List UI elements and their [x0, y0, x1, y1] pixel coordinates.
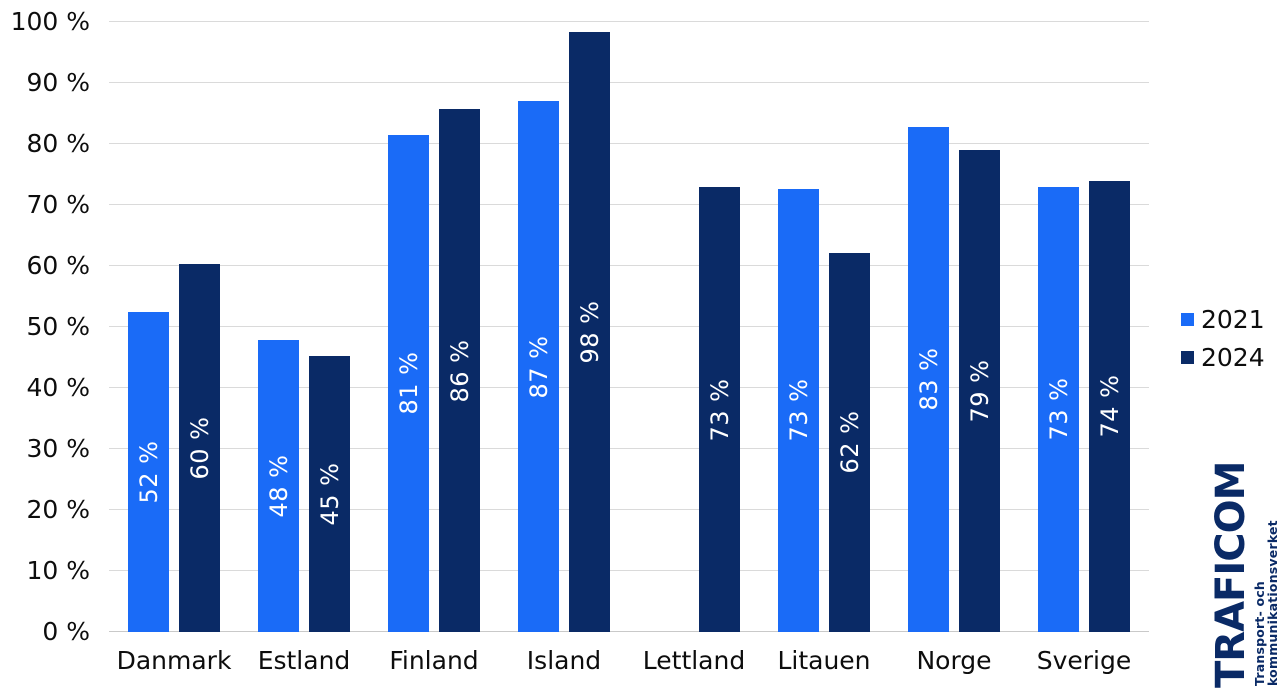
bar-2021-litauen: 73 % — [778, 188, 819, 632]
y-tick-label-60: 60 % — [26, 251, 90, 280]
bar-2024-estland: 45 % — [309, 356, 350, 632]
x-tick-label-lettland: Lettland — [642, 646, 746, 675]
bar-2024-norge: 79 % — [959, 150, 1000, 632]
bar-2021-finland: 81 % — [388, 134, 429, 632]
gridline-0 — [109, 631, 1149, 632]
legend-swatch-2024 — [1181, 351, 1194, 364]
bar-2021-norge: 83 % — [908, 126, 949, 632]
bar-value-label: 52 % — [134, 440, 163, 504]
gridline-30 — [109, 448, 1149, 449]
x-tick-label-litauen: Litauen — [777, 646, 871, 675]
y-tick-label-50: 50 % — [26, 312, 90, 341]
bar-value-label: 74 % — [1095, 374, 1124, 438]
x-tick-label-danmark: Danmark — [116, 646, 232, 675]
y-tick-label-0: 0 % — [42, 617, 90, 646]
x-tick-label-estland: Estland — [257, 646, 351, 675]
gridline-20 — [109, 509, 1149, 510]
traficom-logo: TRAFICOM Transport- och kommunikationsve… — [1208, 438, 1280, 688]
bar-group-norge: 83 % 79 % — [889, 22, 1019, 632]
bar-value-label: 98 % — [575, 300, 604, 364]
bar-group-sverige: 73 % 74 % — [1019, 22, 1149, 632]
y-tick-label-100: 100 % — [10, 7, 90, 36]
bar-2024-island: 98 % — [569, 32, 610, 632]
bar-group-lettland: 73 % — [629, 22, 759, 632]
bar-value-label: 60 % — [185, 416, 214, 480]
bar-2024-danmark: 60 % — [179, 264, 220, 632]
bar-group-estland: 48 % 45 % — [239, 22, 369, 632]
y-tick-label-40: 40 % — [26, 373, 90, 402]
x-tick-label-norge: Norge — [916, 646, 992, 675]
bar-2024-finland: 86 % — [439, 109, 480, 632]
legend-item-2024: 2024 — [1181, 343, 1265, 372]
bar-value-label: 48 % — [264, 454, 293, 518]
bar-value-label: 86 % — [445, 339, 474, 403]
bar-value-label: 79 % — [965, 359, 994, 423]
bar-value-label: 45 % — [315, 462, 344, 526]
y-tick-label-80: 80 % — [26, 129, 90, 158]
bar-2021-sverige: 73 % — [1038, 186, 1079, 632]
y-tick-label-10: 10 % — [26, 556, 90, 585]
bar-value-label: 73 % — [1044, 377, 1073, 441]
y-axis: 0 % 10 % 20 % 30 % 40 % 50 % 60 % 70 % 80 % 90 % 1… — [0, 7, 96, 646]
bar-2021-danmark: 52 % — [128, 311, 169, 632]
y-tick-label-70: 70 % — [26, 190, 90, 219]
x-tick-label-finland: Finland — [389, 646, 479, 675]
y-tick-label-20: 20 % — [26, 495, 90, 524]
bar-2021-estland: 48 % — [258, 339, 299, 632]
traficom-logo-tagline: Transport- och kommunikationsverket — [1252, 520, 1280, 686]
bar-2024-lettland: 73 % — [699, 187, 740, 632]
plot-area: 52 % 60 % 48 % 45 % 81 % 86 % 87 % 98 % 73 % 73 %… — [109, 21, 1149, 632]
gridline-90 — [109, 82, 1149, 83]
bar-2024-litauen: 62 % — [829, 252, 870, 632]
gridline-10 — [109, 570, 1149, 571]
bar-value-label: 73 % — [784, 378, 813, 442]
bar-group-finland: 81 % 86 % — [369, 22, 499, 632]
bar-2021-island: 87 % — [518, 101, 559, 632]
bar-value-label: 87 % — [524, 335, 553, 399]
x-tick-label-island: Island — [526, 646, 602, 675]
legend-label-2024: 2024 — [1201, 343, 1265, 372]
y-tick-label-30: 30 % — [26, 434, 90, 463]
bar-group-island: 87 % 98 % — [499, 22, 629, 632]
bar-2024-sverige: 74 % — [1089, 180, 1130, 632]
legend: 2021 2024 — [1181, 305, 1265, 372]
bar-group-danmark: 52 % 60 % — [109, 22, 239, 632]
gridline-60 — [109, 265, 1149, 266]
bar-group-litauen: 73 % 62 % — [759, 22, 889, 632]
gridline-70 — [109, 204, 1149, 205]
legend-label-2021: 2021 — [1201, 305, 1265, 334]
bar-groups: 52 % 60 % 48 % 45 % 81 % 86 % 87 % 98 % 73 % 73 %… — [109, 22, 1149, 632]
bar-value-label: 81 % — [394, 351, 423, 415]
legend-swatch-2021 — [1181, 313, 1194, 326]
gridline-80 — [109, 143, 1149, 144]
bar-value-label: 73 % — [705, 378, 734, 442]
x-tick-label-sverige: Sverige — [1036, 646, 1132, 675]
gridline-50 — [109, 326, 1149, 327]
traficom-logo-wordmark: TRAFICOM — [1208, 461, 1254, 688]
bar-value-label: 62 % — [835, 410, 864, 474]
gridline-40 — [109, 387, 1149, 388]
x-axis: Danmark Estland Finland Island Lettland Litau… — [109, 646, 1149, 675]
legend-item-2021: 2021 — [1181, 305, 1265, 334]
gridline-100 — [109, 21, 1149, 22]
bar-value-label: 83 % — [914, 347, 943, 411]
y-tick-label-90: 90 % — [26, 68, 90, 97]
